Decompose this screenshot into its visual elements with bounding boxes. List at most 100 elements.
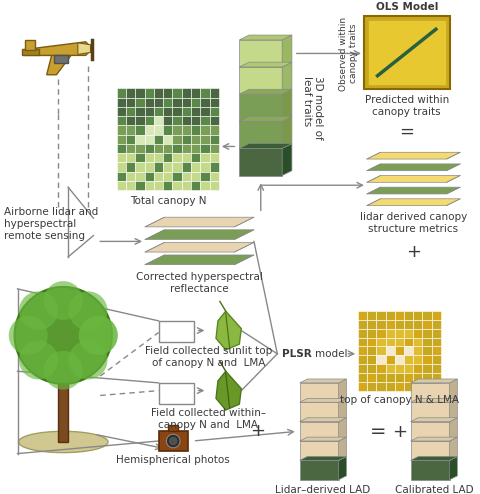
Polygon shape: [338, 437, 347, 460]
Polygon shape: [450, 437, 457, 460]
Polygon shape: [450, 456, 457, 480]
Bar: [154, 171, 163, 181]
Polygon shape: [410, 379, 457, 383]
Bar: [385, 382, 395, 391]
Bar: [135, 125, 144, 134]
Polygon shape: [300, 437, 347, 441]
Bar: [126, 134, 135, 144]
Text: Field collected within–
canopy N and  LMA: Field collected within– canopy N and LMA: [151, 408, 266, 430]
Bar: [413, 364, 422, 373]
Bar: [413, 338, 422, 346]
Bar: [395, 346, 404, 355]
Polygon shape: [410, 402, 450, 421]
Bar: [432, 355, 441, 364]
Bar: [404, 346, 413, 355]
Polygon shape: [145, 217, 254, 227]
Bar: [144, 181, 154, 190]
Bar: [117, 88, 126, 98]
Bar: [413, 320, 422, 329]
Bar: [358, 346, 367, 355]
Bar: [422, 373, 432, 382]
Bar: [200, 88, 210, 98]
Bar: [191, 116, 200, 125]
Bar: [200, 144, 210, 153]
Polygon shape: [300, 398, 347, 402]
Polygon shape: [450, 379, 457, 402]
Bar: [144, 116, 154, 125]
Bar: [126, 98, 135, 107]
Bar: [413, 373, 422, 382]
Polygon shape: [338, 418, 347, 441]
Bar: [358, 355, 367, 364]
Bar: [432, 311, 441, 320]
Bar: [117, 134, 126, 144]
Bar: [385, 311, 395, 320]
Polygon shape: [145, 230, 254, 240]
Bar: [432, 320, 441, 329]
Polygon shape: [24, 42, 93, 55]
Bar: [172, 163, 182, 171]
Bar: [191, 163, 200, 171]
Text: OLS Model: OLS Model: [375, 2, 438, 12]
Bar: [385, 329, 395, 338]
Bar: [385, 355, 395, 364]
Bar: [376, 346, 385, 355]
Bar: [210, 116, 219, 125]
Polygon shape: [240, 121, 282, 148]
Bar: [154, 181, 163, 190]
Polygon shape: [240, 89, 292, 94]
Bar: [158, 383, 193, 404]
Bar: [182, 107, 191, 116]
Bar: [404, 373, 413, 382]
Polygon shape: [338, 456, 347, 480]
Bar: [385, 364, 395, 373]
Polygon shape: [367, 152, 460, 159]
Bar: [422, 382, 432, 391]
Bar: [163, 125, 172, 134]
Bar: [432, 373, 441, 382]
Bar: [358, 364, 367, 373]
Bar: [376, 329, 385, 338]
Polygon shape: [240, 144, 292, 148]
Bar: [395, 320, 404, 329]
Bar: [135, 116, 144, 125]
Bar: [135, 134, 144, 144]
Bar: [126, 125, 135, 134]
Polygon shape: [240, 40, 282, 67]
Bar: [182, 125, 191, 134]
Polygon shape: [240, 35, 292, 40]
Polygon shape: [367, 199, 460, 206]
Bar: [172, 144, 182, 153]
Bar: [172, 88, 182, 98]
Bar: [117, 125, 126, 134]
Bar: [404, 329, 413, 338]
Bar: [172, 153, 182, 163]
Bar: [210, 181, 219, 190]
Bar: [158, 431, 188, 451]
Bar: [154, 107, 163, 116]
Polygon shape: [367, 164, 460, 171]
Bar: [358, 329, 367, 338]
Polygon shape: [240, 148, 282, 175]
Bar: [163, 107, 172, 116]
Bar: [422, 338, 432, 346]
Bar: [200, 98, 210, 107]
Polygon shape: [300, 456, 347, 460]
Bar: [182, 88, 191, 98]
Bar: [367, 364, 376, 373]
Polygon shape: [450, 418, 457, 441]
Bar: [395, 311, 404, 320]
Bar: [117, 153, 126, 163]
Bar: [358, 382, 367, 391]
Polygon shape: [410, 421, 450, 441]
Bar: [200, 125, 210, 134]
Polygon shape: [410, 456, 457, 460]
Text: Observed within
canopy traits: Observed within canopy traits: [338, 16, 358, 90]
Bar: [376, 311, 385, 320]
Polygon shape: [282, 144, 292, 175]
Bar: [413, 311, 422, 320]
Text: PLSR: PLSR: [282, 349, 312, 359]
Bar: [154, 144, 163, 153]
Bar: [172, 116, 182, 125]
Bar: [126, 144, 135, 153]
